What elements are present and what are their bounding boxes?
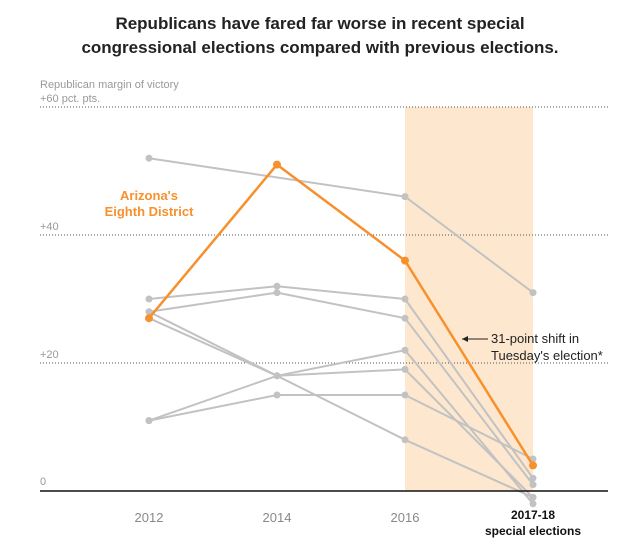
data-point [273,391,281,399]
data-point [145,308,153,316]
annotation-text-line: Tuesday's election* [491,348,603,363]
data-point [145,314,153,323]
data-point [401,193,409,201]
highlight-label-line: Eighth District [105,204,195,219]
data-point [401,365,409,373]
data-point [145,154,153,162]
series-line [148,394,534,460]
series-district [145,282,537,482]
series-district [145,154,537,297]
x-tick-label: 2016 [391,510,420,525]
chart-title-line-2: congressional elections compared with pr… [81,38,559,57]
x-tick-label: 2014 [263,510,292,525]
data-point [401,391,409,399]
data-point [529,500,537,508]
data-point [401,256,409,265]
data-point [401,436,409,444]
data-point [529,481,537,489]
series-line [148,285,534,479]
data-point [529,474,537,482]
data-point [529,461,537,470]
y-tick-label: +60 pct. pts. [40,93,100,105]
other-districts-series [145,154,537,508]
series-district [145,308,537,501]
data-point [529,289,537,297]
data-point [145,417,153,425]
y-tick-label: +20 [40,349,59,361]
shift-annotation: 31-point shift in Tuesday's election* [462,331,603,363]
y-tick-label: 0 [40,476,46,488]
data-point [401,295,409,303]
series-district [145,391,537,463]
x-tick-labels: 2012 2014 2016 2017-18 special elections [135,508,582,538]
data-point [401,314,409,322]
y-tick-label: +40 [40,221,59,233]
data-point [273,160,281,169]
series-line [148,368,534,499]
x-tick-label-special: 2017-18 [511,508,555,522]
data-point [273,282,281,290]
chart-title: Republicans have fared far worse in rece… [0,12,640,60]
series-line [148,163,535,467]
data-point [145,295,153,303]
x-tick-label-special-sub: special elections [485,524,581,538]
highlight-series [145,160,537,470]
series-line [148,291,534,486]
data-point [401,346,409,354]
data-point [273,289,281,297]
annotation-arrow-head [462,336,468,342]
annotation-text-line: 31-point shift in [491,331,579,346]
data-point [529,493,537,501]
series-arizona-8th [145,160,537,470]
x-tick-label: 2012 [135,510,164,525]
highlight-label-line: Arizona's [120,188,178,203]
y-tick-labels: 0 +20 +40 +60 pct. pts. [40,93,100,488]
chart-title-line-1: Republicans have fared far worse in rece… [115,14,525,33]
y-axis-label: Republican margin of victory [40,79,179,91]
